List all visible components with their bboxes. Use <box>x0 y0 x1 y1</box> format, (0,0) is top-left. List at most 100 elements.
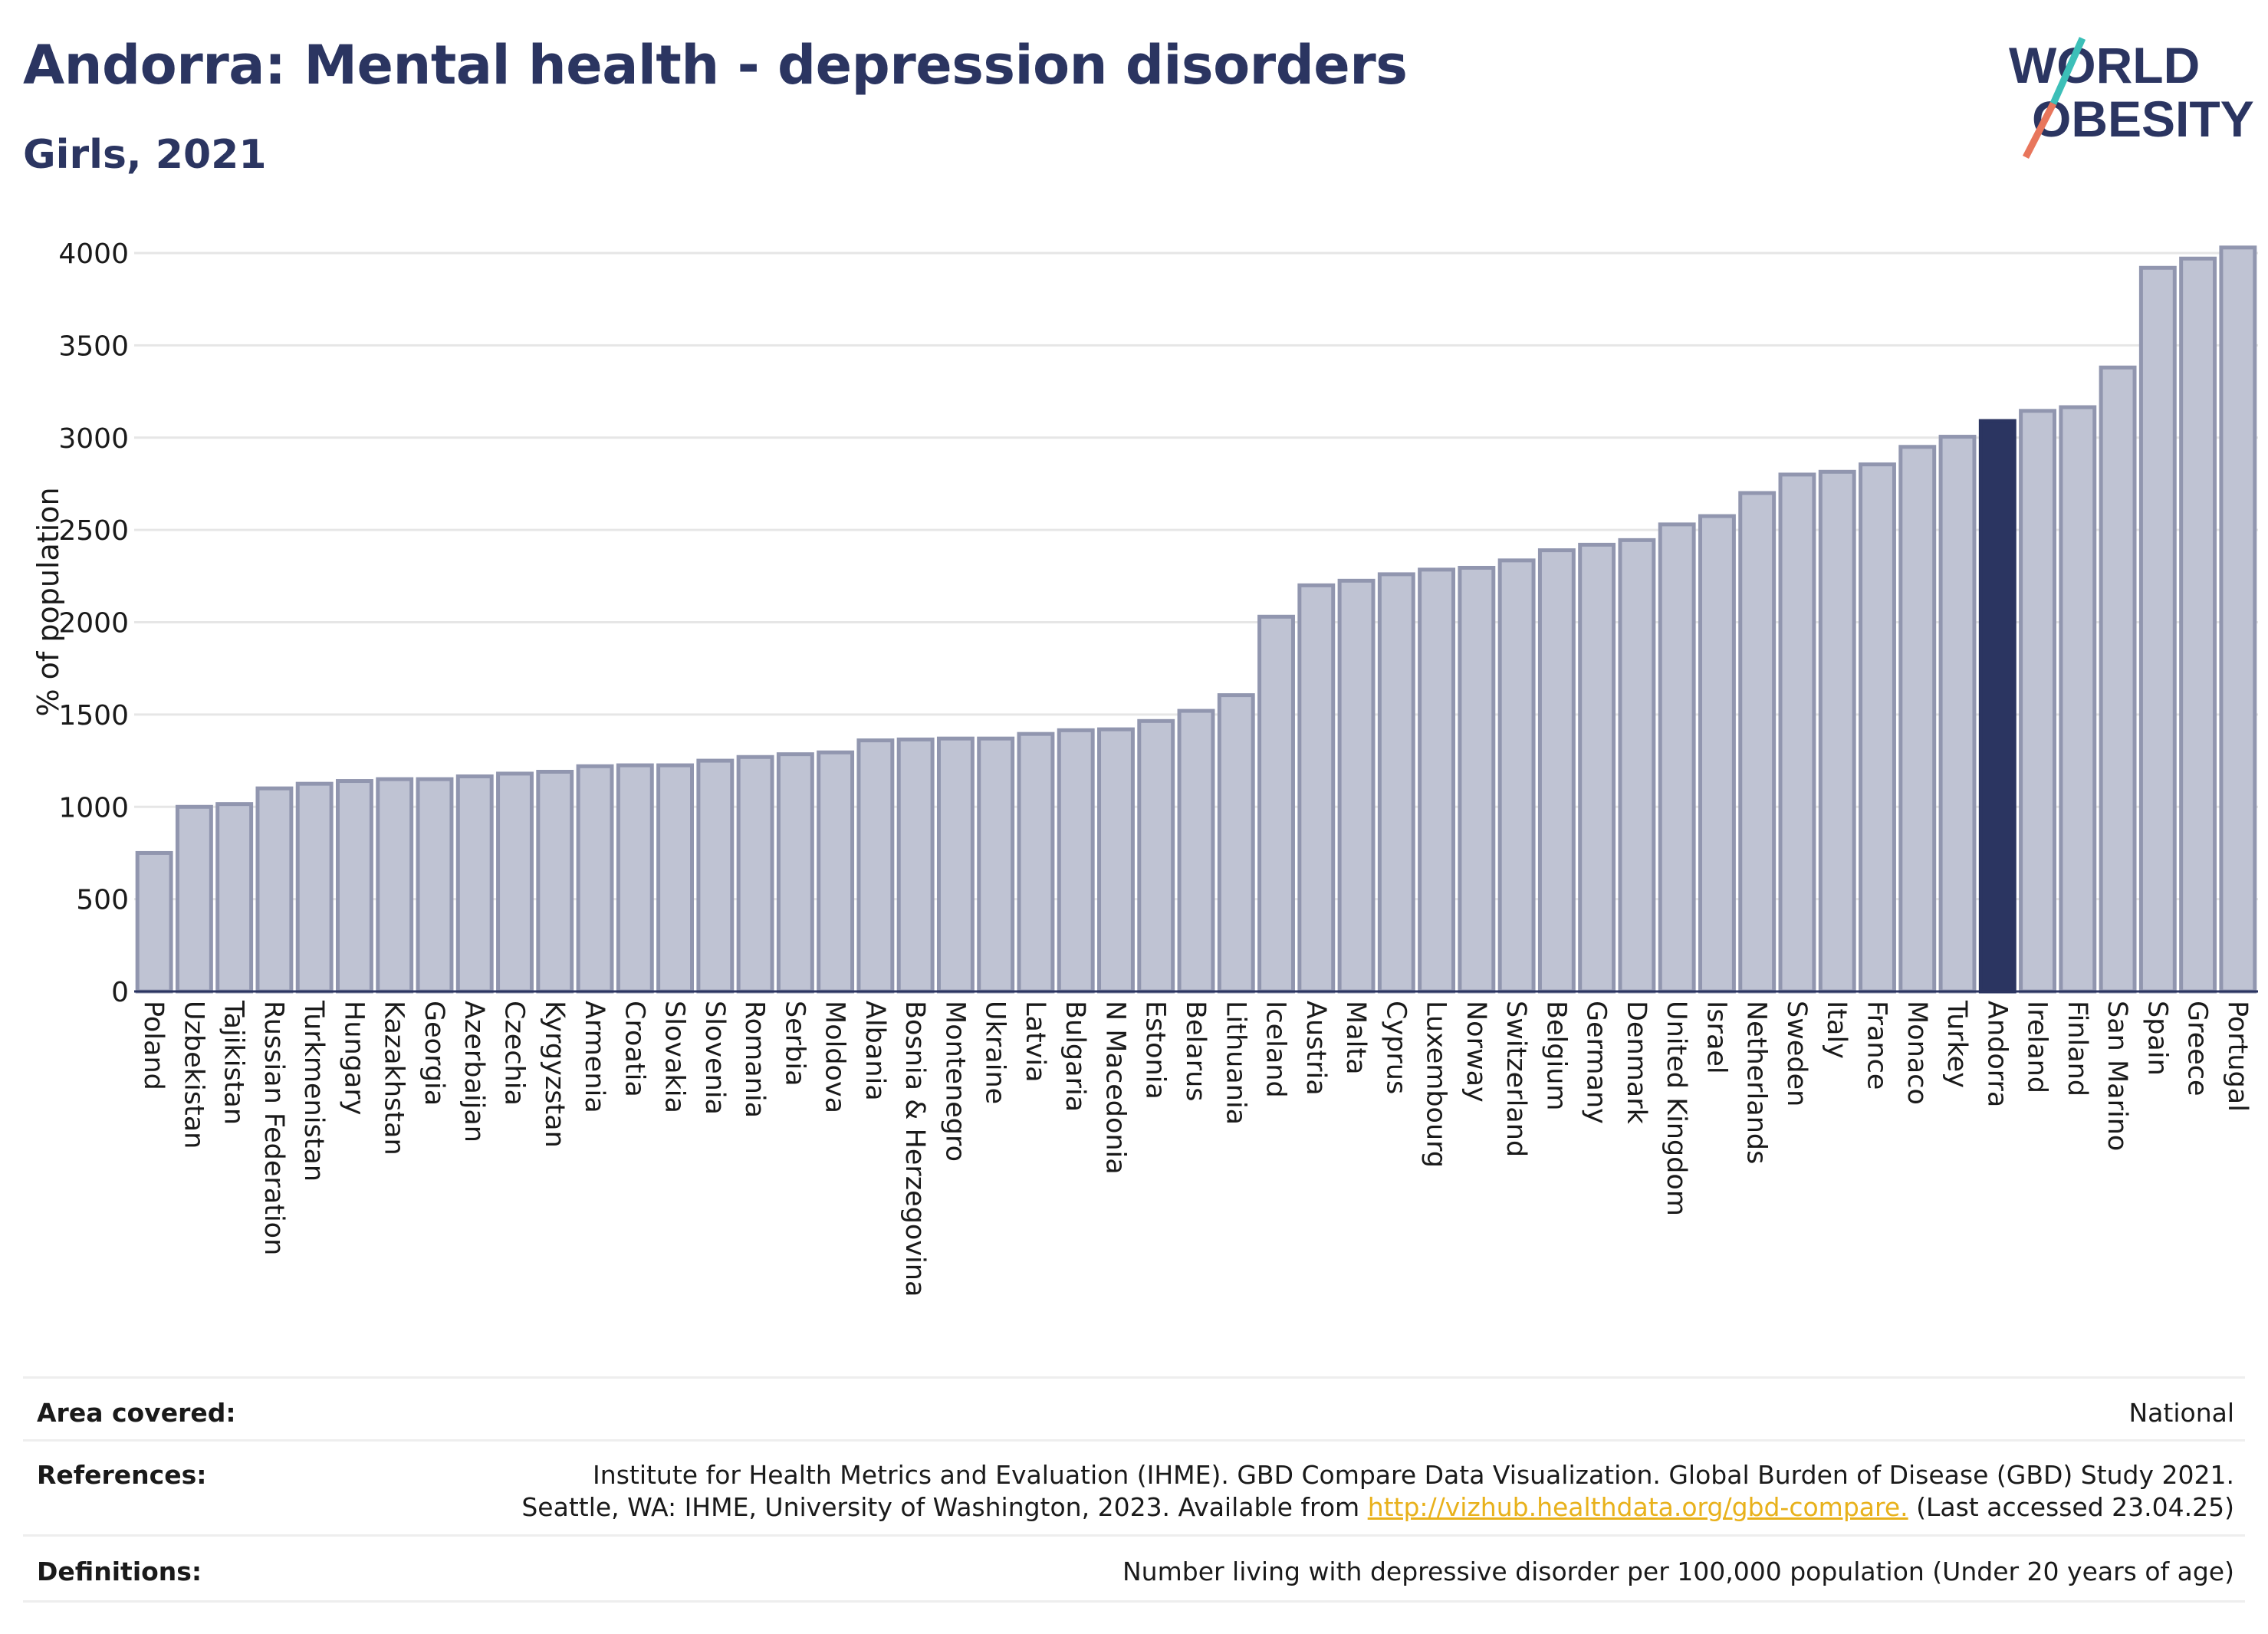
bar <box>295 781 334 994</box>
x-tick-label: Iceland <box>1261 1001 1291 1098</box>
x-tick-label: Georgia <box>419 1001 449 1106</box>
x-tick-label: Russian Federation <box>258 1001 289 1255</box>
bar <box>1658 522 1696 994</box>
x-tick-label: Norway <box>1461 1001 1491 1103</box>
bar <box>255 786 294 994</box>
bar <box>336 779 373 994</box>
y-tick-label: 3500 <box>58 330 129 362</box>
y-tick-label: 4000 <box>58 238 129 270</box>
x-tick-label: Portugal <box>2222 1001 2253 1112</box>
references-line-2-end: (Last accessed 23.04.25) <box>1908 1492 2234 1522</box>
x-tick-label: Turkmenistan <box>298 1000 329 1182</box>
y-tick-label: 2500 <box>58 515 129 547</box>
bar <box>817 750 855 994</box>
bar <box>135 850 173 994</box>
bar <box>455 774 494 994</box>
bar <box>175 804 213 994</box>
x-tick-label: Latvia <box>1020 1001 1050 1083</box>
x-tick-label: Poland <box>138 1001 169 1090</box>
page-subtitle: Girls, 2021 <box>23 132 267 178</box>
x-tick-label: Israel <box>1701 1001 1731 1074</box>
footer-bottom-rule <box>23 1600 2245 1603</box>
x-tick-label: Denmark <box>1621 1001 1652 1125</box>
bar <box>1297 583 1336 994</box>
bar <box>1537 548 1576 994</box>
x-tick-label: Lithuania <box>1220 1001 1251 1125</box>
bar <box>2099 365 2137 994</box>
bar <box>1137 718 1175 994</box>
x-tick-label: Romania <box>739 1001 770 1118</box>
bar <box>696 758 735 994</box>
x-tick-label: Uzbekistan <box>178 1001 209 1149</box>
x-tick-label: Malta <box>1340 1001 1371 1075</box>
bar <box>1377 572 1415 994</box>
bar <box>656 763 695 994</box>
x-tick-label: Belgium <box>1540 1001 1571 1111</box>
bar <box>1859 462 1896 994</box>
x-tick-label: Croatia <box>619 1001 649 1097</box>
logo-slash-teal <box>2049 37 2086 105</box>
bar <box>1978 419 2017 994</box>
definitions-label: Definitions: <box>37 1557 202 1586</box>
bar <box>215 802 254 994</box>
y-tick-label: 0 <box>111 977 129 1008</box>
references-link[interactable]: http://vizhub.healthdata.org/gbd-compare… <box>1367 1492 1908 1522</box>
bar <box>376 777 414 994</box>
bar <box>616 763 654 994</box>
bar <box>1938 435 1977 994</box>
bar <box>1418 567 1456 994</box>
footer-row-area: Area covered: National <box>23 1376 2245 1442</box>
x-tick-label: Serbia <box>779 1001 810 1087</box>
x-tick-label: Kyrgyzstan <box>539 1001 570 1148</box>
x-tick-label: Ukraine <box>980 1001 1011 1104</box>
x-tick-label: Germany <box>1581 1001 1612 1124</box>
x-axis-labels: Poland Uzbekistan Tajikistan Russian Federa… <box>138 1000 2253 1297</box>
x-tick-label: Netherlands <box>1741 1001 1772 1164</box>
logo-word-world: WORLD <box>2009 37 2200 94</box>
y-axis-title: % of population <box>31 487 65 716</box>
bar <box>1017 732 1055 994</box>
bar <box>1698 514 1736 994</box>
bar <box>1818 469 1856 994</box>
references-line-1: Institute for Health Metrics and Evaluat… <box>593 1460 2234 1490</box>
x-tick-label: Albania <box>860 1001 890 1101</box>
bar <box>2219 245 2257 994</box>
x-tick-label: Austria <box>1300 1001 1331 1096</box>
bar <box>776 752 814 994</box>
bar <box>977 736 1015 994</box>
x-tick-label: Bulgaria <box>1060 1001 1090 1112</box>
x-tick-label: Spain <box>2141 1001 2172 1076</box>
x-tick-label: Kazakhstan <box>379 1001 409 1156</box>
x-tick-label: United Kingdom <box>1661 1001 1691 1216</box>
bar <box>1257 614 1295 994</box>
x-tick-label: Azerbaijan <box>459 1001 489 1142</box>
bar <box>1057 728 1095 994</box>
x-tick-label: Greece <box>2182 1001 2213 1096</box>
x-tick-label: Luxembourg <box>1421 1001 1451 1168</box>
bar <box>1497 558 1536 994</box>
x-tick-label: France <box>1861 1001 1892 1090</box>
x-tick-label: Ireland <box>2022 1001 2053 1093</box>
world-obesity-logo: WORLD OBESITY <box>2009 37 2254 159</box>
x-tick-label: Estonia <box>1140 1001 1171 1100</box>
bar <box>1778 472 1816 994</box>
y-tick-label: 500 <box>76 885 129 916</box>
bar <box>1097 727 1135 994</box>
x-tick-label: Montenegro <box>939 1001 970 1162</box>
bar <box>1337 578 1376 994</box>
bar <box>1458 565 1496 994</box>
bar <box>1898 445 1937 994</box>
bar <box>2019 409 2056 994</box>
x-tick-label: Bosnia & Herzegovina <box>899 1001 930 1297</box>
x-tick-label: Italy <box>1821 1001 1852 1059</box>
bar <box>2138 265 2177 994</box>
x-tick-label: Moldova <box>820 1001 850 1113</box>
references-line-2: Seattle, WA: IHME, University of Washing… <box>521 1492 2234 1522</box>
x-tick-label: Slovakia <box>659 1001 690 1113</box>
x-tick-label: Hungary <box>338 1001 369 1115</box>
x-tick-label: Finland <box>2062 1001 2092 1096</box>
x-tick-label: Andorra <box>1981 1001 2012 1107</box>
bar <box>2059 405 2097 994</box>
references-line-2-start: Seattle, WA: IHME, University of Washing… <box>521 1492 1368 1522</box>
bar <box>736 755 774 994</box>
